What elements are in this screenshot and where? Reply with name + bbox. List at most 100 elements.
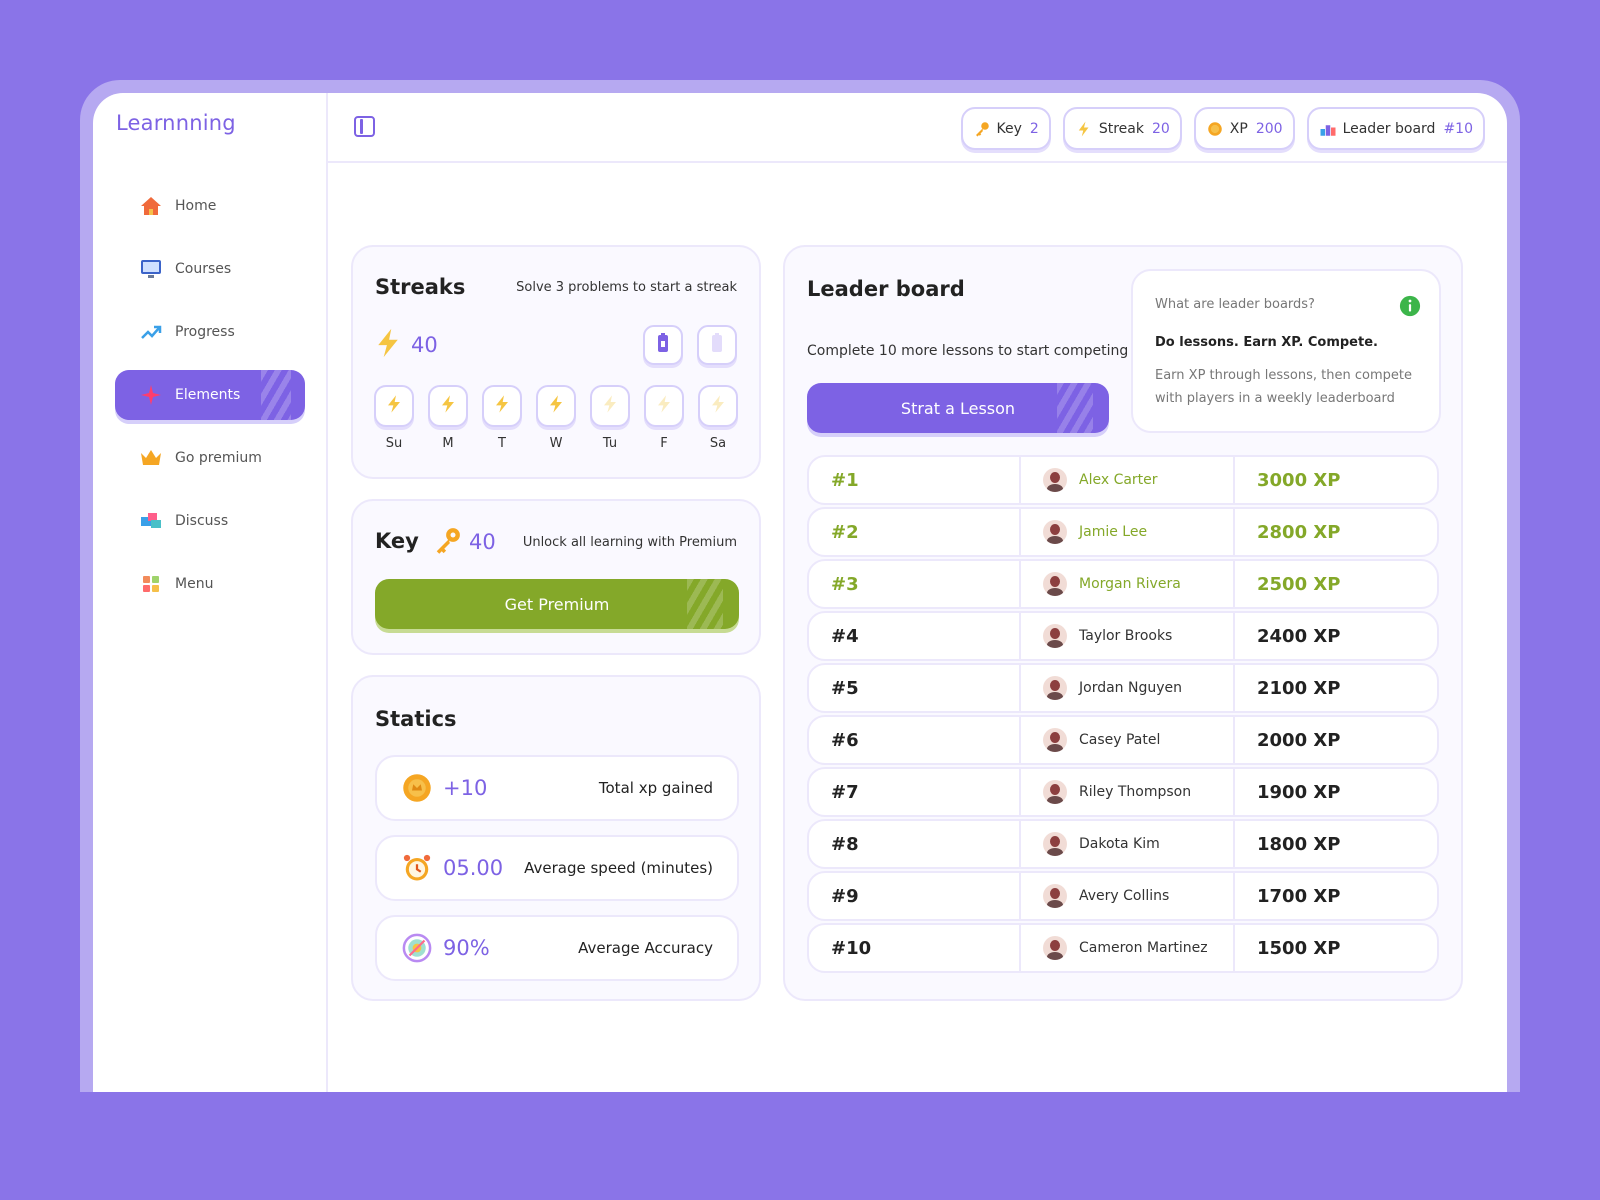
streak-chip-label: Streak (1098, 120, 1144, 137)
sidebar-item-label: Menu (175, 576, 214, 592)
lightning-icon (494, 394, 510, 418)
sidebar-item-home[interactable]: Home (115, 181, 305, 231)
row-rank: #2 (809, 509, 1021, 555)
sidebar-item-label: Discuss (175, 513, 229, 529)
day-label: T (498, 436, 506, 451)
table-row[interactable]: #7 Riley Thompson 1900 XP (807, 767, 1439, 817)
stat-value: 90% (443, 936, 490, 960)
row-xp: 2400 XP (1257, 625, 1341, 647)
info-body: Earn XP through lessons, then compete wi… (1155, 368, 1412, 406)
lightning-icon (375, 327, 401, 363)
trend-up-icon (139, 320, 163, 344)
xp-chip-label: XP (1229, 120, 1248, 137)
avatar (1043, 468, 1067, 492)
streak-day-m[interactable]: M (428, 385, 468, 451)
avatar (1043, 728, 1067, 752)
streak-freeze-button[interactable] (643, 325, 683, 365)
streak-day-tu[interactable]: Tu (590, 385, 630, 451)
house-icon (139, 194, 163, 218)
table-row[interactable]: #2 Jamie Lee 2800 XP (807, 507, 1439, 557)
sidebar-item-discuss[interactable]: Discuss (115, 496, 305, 546)
lightning-icon (440, 394, 456, 418)
info-icon[interactable] (1399, 295, 1421, 321)
row-name: Riley Thompson (1079, 784, 1192, 800)
top-bar: Key 2 Streak 20 XP 200 Leader board #10 (328, 93, 1507, 163)
info-question: What are leader boards? (1155, 297, 1315, 312)
leaderboard-chip-value: #10 (1443, 120, 1473, 137)
sidebar-item-label: Home (175, 198, 217, 214)
row-name: Casey Patel (1079, 732, 1161, 748)
key-chip[interactable]: Key 2 (960, 107, 1051, 150)
leaderboard-chip[interactable]: Leader board #10 (1306, 107, 1485, 150)
sparkle-icon (139, 383, 163, 407)
coin-icon (1206, 120, 1224, 138)
lightning-faded-icon (656, 394, 672, 418)
row-xp: 1700 XP (1257, 885, 1341, 907)
row-rank: #3 (809, 561, 1021, 607)
streak-day-f[interactable]: F (644, 385, 684, 451)
table-row[interactable]: #10 Cameron Martinez 1500 XP (807, 923, 1439, 973)
row-xp: 1900 XP (1257, 781, 1341, 803)
streak-count: 40 (411, 333, 438, 357)
streak-day-sa[interactable]: Sa (698, 385, 738, 451)
main-content: Key 2 Streak 20 XP 200 Leader board #10 (328, 93, 1507, 1092)
row-xp: 1800 XP (1257, 833, 1341, 855)
table-row[interactable]: #9 Avery Collins 1700 XP (807, 871, 1439, 921)
podium-icon (1319, 120, 1337, 138)
coin-icon (401, 772, 433, 804)
sidebar: Learnnning Home Courses Progress Element… (93, 93, 328, 1092)
sidebar-item-menu[interactable]: Menu (115, 559, 305, 609)
row-rank: #10 (809, 925, 1021, 971)
key-icon (973, 120, 991, 138)
lightning-faded-icon (602, 394, 618, 418)
streak-freeze-empty-button[interactable] (697, 325, 737, 365)
get-premium-button[interactable]: Get Premium (375, 579, 739, 629)
leaderboard-title: Leader board (807, 277, 965, 301)
sidebar-item-go-premium[interactable]: Go premium (115, 433, 305, 483)
table-row[interactable]: #3 Morgan Rivera 2500 XP (807, 559, 1439, 609)
avatar (1043, 780, 1067, 804)
app-window: Learnnning Home Courses Progress Element… (93, 93, 1507, 1092)
key-count: 40 (469, 530, 496, 554)
streak-day-su[interactable]: Su (374, 385, 414, 451)
alarm-clock-icon (401, 852, 433, 884)
lightning-faded-icon (710, 394, 726, 418)
xp-chip[interactable]: XP 200 (1193, 107, 1295, 150)
streak-day-w[interactable]: W (536, 385, 576, 451)
stat-average-speed: 05.00 Average speed (minutes) (375, 835, 739, 901)
sidebar-item-progress[interactable]: Progress (115, 307, 305, 357)
table-row[interactable]: #4 Taylor Brooks 2400 XP (807, 611, 1439, 661)
avatar (1043, 832, 1067, 856)
app-logo[interactable]: Learnnning (116, 111, 236, 135)
sidebar-toggle-icon[interactable] (354, 116, 375, 137)
avatar (1043, 884, 1067, 908)
stat-average-accuracy: 90% Average Accuracy (375, 915, 739, 981)
day-label: M (442, 436, 454, 451)
table-row[interactable]: #6 Casey Patel 2000 XP (807, 715, 1439, 765)
row-xp: 2100 XP (1257, 677, 1341, 699)
table-row[interactable]: #5 Jordan Nguyen 2100 XP (807, 663, 1439, 713)
stat-value: 05.00 (443, 856, 504, 880)
sidebar-item-elements[interactable]: Elements (115, 370, 305, 420)
streak-chip[interactable]: Streak 20 (1062, 107, 1182, 150)
xp-chip-value: 200 (1255, 120, 1283, 137)
sidebar-item-label: Progress (175, 324, 235, 340)
streaks-card: Streaks Solve 3 problems to start a stre… (351, 245, 761, 479)
info-headline: Do lessons. Earn XP. Compete. (1155, 335, 1378, 350)
start-lesson-button[interactable]: Strat a Lesson (807, 383, 1109, 433)
sidebar-item-courses[interactable]: Courses (115, 244, 305, 294)
sidebar-nav: Home Courses Progress Elements Go premiu… (115, 181, 305, 622)
day-label: Su (385, 436, 403, 451)
stat-value: +10 (443, 776, 488, 800)
day-label: Tu (602, 436, 618, 451)
streak-day-t[interactable]: T (482, 385, 522, 451)
battery-icon (656, 333, 670, 357)
streaks-subtitle: Solve 3 problems to start a streak (516, 280, 737, 295)
row-xp: 2000 XP (1257, 729, 1341, 751)
streak-count-group: 40 (375, 327, 438, 363)
table-row[interactable]: #8 Dakota Kim 1800 XP (807, 819, 1439, 869)
row-rank: #8 (809, 821, 1021, 867)
row-name: Dakota Kim (1079, 836, 1160, 852)
avatar (1043, 520, 1067, 544)
table-row[interactable]: #1 Alex Carter 3000 XP (807, 455, 1439, 505)
